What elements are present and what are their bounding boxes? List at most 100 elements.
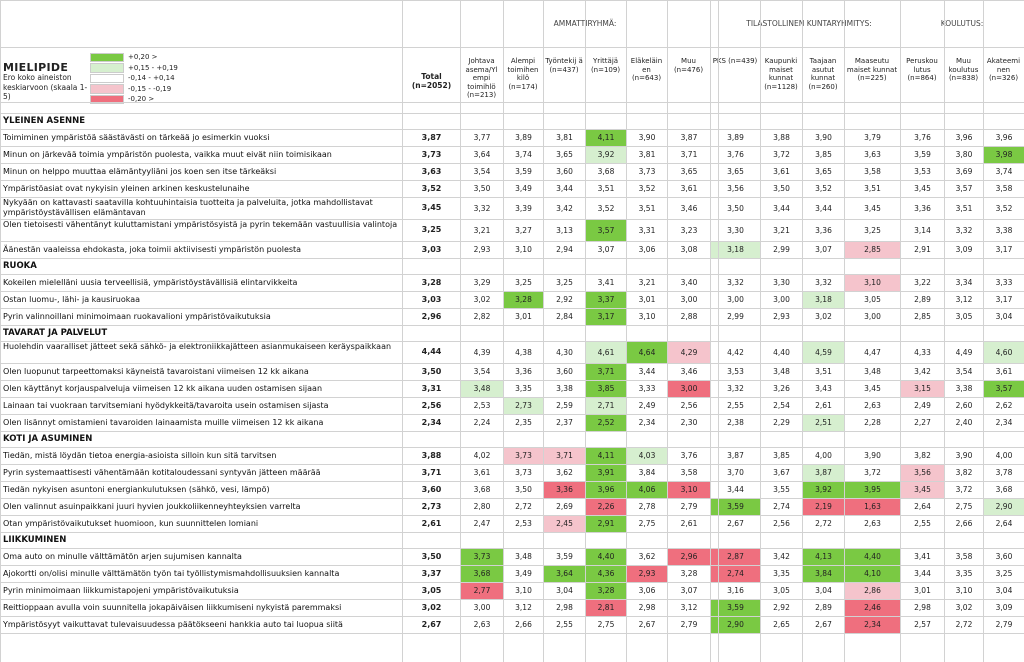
column-header: Muu (n=476) [673, 57, 704, 74]
value-cell: 3,38 [995, 226, 1013, 235]
value-cell: 2,99 [773, 245, 790, 254]
value-cell: 2,93 [473, 245, 491, 254]
value-cell: 3,58 [995, 184, 1013, 193]
value-cell: 2,75 [955, 502, 973, 511]
value-cell: 3,64 [544, 566, 585, 582]
value-cell: 3,87 [680, 133, 698, 142]
value-cell: 2,81 [586, 600, 626, 616]
row-label: Ympäristösyyt vaikuttavat tulevaisuudess… [3, 620, 343, 629]
value-cell: 2,57 [914, 620, 931, 629]
value-cell: 3,59 [914, 150, 931, 159]
row-total: 3,73 [421, 150, 442, 159]
value-cell: 4,29 [668, 342, 710, 363]
value-cell: 3,32 [815, 278, 832, 287]
row-total: 3,63 [421, 167, 442, 176]
group-header-koulutus: KOULUTUS: [940, 19, 984, 28]
legend-item: -0,14 - +0,14 [90, 73, 190, 84]
grid-hline [0, 219, 1024, 220]
row-label: Oma auto on minulle välttämätön arjen su… [3, 552, 242, 561]
value-cell: 4,02 [473, 451, 491, 460]
value-cell: 3,28 [504, 292, 543, 308]
value-cell: 3,68 [995, 485, 1013, 494]
value-cell: 2,67 [638, 620, 656, 629]
grid-hline [0, 363, 1024, 364]
legend-item: -0,15 - -0,19 [90, 84, 190, 95]
row-label: Ympäristöasiat ovat nykyisin yleinen ark… [3, 184, 250, 193]
value-cell: 3,45 [901, 482, 944, 498]
row-total: 3,31 [421, 384, 442, 393]
value-cell: 2,72 [815, 519, 832, 528]
value-cell: 3,17 [995, 295, 1013, 304]
value-cell: 2,19 [803, 499, 844, 515]
row-total: 2,96 [421, 312, 442, 321]
row-total: 3,50 [421, 367, 442, 376]
value-cell: 3,18 [711, 242, 760, 258]
section-header: KOTI JA ASUMINEN [3, 434, 93, 444]
value-cell: 3,76 [727, 150, 744, 159]
row-total: 3,88 [421, 451, 442, 460]
value-cell: 3,53 [727, 367, 744, 376]
value-cell: 3,04 [815, 586, 832, 595]
value-cell: 3,77 [473, 133, 491, 142]
value-cell: 3,05 [864, 295, 881, 304]
row-total: 3,60 [421, 485, 442, 494]
column-header: Akateemi nen (n=326) [986, 57, 1021, 82]
grid-hline [0, 431, 1024, 432]
value-cell: 4,36 [586, 566, 626, 582]
value-cell: 2,67 [727, 519, 744, 528]
value-cell: 3,26 [773, 384, 790, 393]
value-cell: 2,85 [845, 242, 900, 258]
value-cell: 3,16 [727, 586, 744, 595]
value-cell: 4,00 [815, 451, 832, 460]
value-cell: 3,35 [773, 569, 790, 578]
value-cell: 3,23 [680, 226, 698, 235]
value-cell: 3,60 [556, 367, 573, 376]
row-label: Olen valinnut asuinpaikkani juuri hyvien… [3, 502, 301, 511]
value-cell: 3,63 [864, 150, 881, 159]
value-cell: 3,21 [773, 226, 790, 235]
value-cell: 3,57 [586, 220, 626, 241]
value-cell: 3,53 [914, 167, 931, 176]
value-cell: 3,73 [638, 167, 656, 176]
value-cell: 3,59 [556, 552, 573, 561]
value-cell: 2,66 [515, 620, 532, 629]
grid-vline [460, 0, 461, 662]
value-cell: 3,17 [586, 309, 626, 325]
value-cell: 3,42 [773, 552, 790, 561]
value-cell: 2,51 [803, 415, 844, 431]
value-cell: 3,12 [515, 603, 532, 612]
value-cell: 3,96 [955, 133, 973, 142]
row-label: Olen lisännyt omistamieni tavaroiden lai… [3, 418, 324, 427]
value-cell: 3,25 [556, 278, 573, 287]
legend-label: -0,15 - -0,19 [128, 84, 172, 93]
value-cell: 3,52 [597, 204, 615, 213]
row-label: Tiedän, mistä löydän tietoa energia-asio… [3, 451, 277, 460]
value-cell: 4,33 [914, 348, 931, 357]
value-cell: 3,08 [680, 245, 698, 254]
grid-hline [0, 291, 1024, 292]
value-cell: 3,44 [556, 184, 573, 193]
value-cell: 3,54 [473, 167, 491, 176]
value-cell: 3,51 [638, 204, 656, 213]
value-cell: 4,13 [803, 549, 844, 565]
value-cell: 3,44 [914, 569, 931, 578]
value-cell: 3,58 [680, 468, 698, 477]
value-cell: 3,61 [995, 367, 1013, 376]
value-cell: 3,34 [955, 278, 973, 287]
value-cell: 3,51 [597, 184, 615, 193]
value-cell: 2,35 [515, 418, 532, 427]
value-cell: 3,10 [515, 245, 532, 254]
value-cell: 3,28 [586, 583, 626, 599]
value-cell: 3,92 [586, 147, 626, 163]
value-cell: 3,39 [515, 204, 532, 213]
group-header-kuntaryhmitys: TILASTOLLINEN KUNTARYHMITYS: [746, 19, 872, 28]
value-cell: 2,27 [914, 418, 931, 427]
value-cell: 3,90 [815, 133, 832, 142]
row-total: 2,34 [421, 418, 442, 427]
value-cell: 2,98 [914, 603, 931, 612]
row-total: 3,50 [421, 552, 442, 561]
value-cell: 2,52 [586, 415, 626, 431]
value-cell: 2,62 [995, 401, 1013, 410]
column-header: Yrittäjä (n=109) [590, 57, 621, 74]
value-cell: 3,51 [815, 367, 832, 376]
